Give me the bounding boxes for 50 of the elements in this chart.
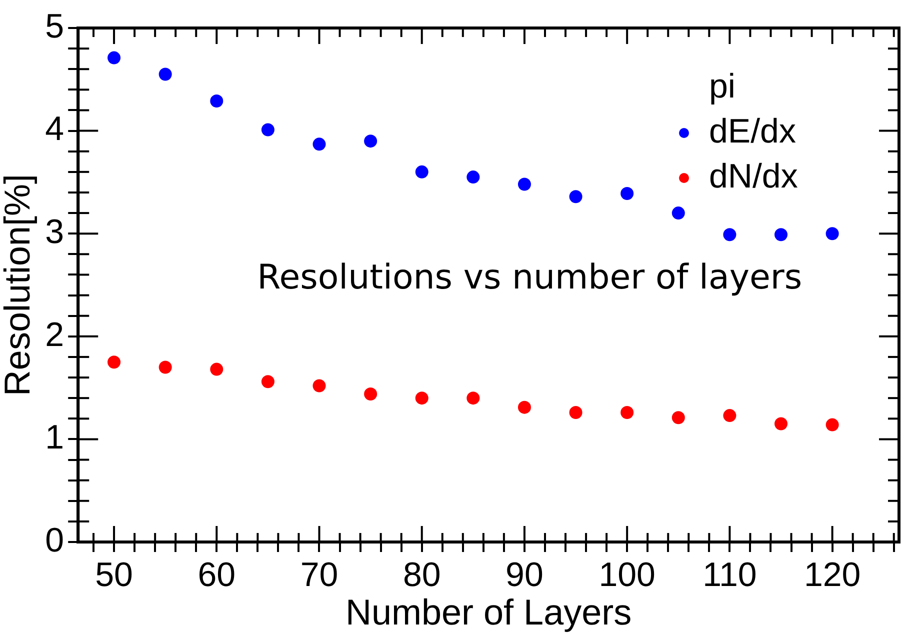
x-tick-label: 100 bbox=[598, 556, 656, 594]
y-axis-title: Resolution[%] bbox=[0, 174, 38, 396]
point bbox=[312, 379, 326, 392]
y-tick-label: 3 bbox=[45, 212, 64, 251]
legend-title: pi bbox=[709, 67, 736, 106]
point bbox=[312, 138, 326, 151]
legend-label: dE/dx bbox=[709, 112, 796, 150]
point bbox=[672, 411, 685, 424]
point bbox=[620, 406, 634, 419]
x-tick-label: 120 bbox=[804, 556, 861, 594]
x-tick-label: 50 bbox=[95, 556, 133, 594]
point bbox=[774, 228, 788, 242]
x-axis-title: Number of Layers bbox=[345, 591, 632, 632]
point bbox=[364, 387, 378, 400]
point bbox=[569, 190, 582, 204]
x-tick-label: 110 bbox=[702, 556, 757, 594]
point bbox=[620, 187, 634, 200]
point bbox=[158, 360, 172, 374]
point bbox=[364, 134, 378, 148]
annotation: Resolutions vs number of layers bbox=[257, 258, 802, 298]
legend-label: dN/dx bbox=[709, 157, 798, 196]
point bbox=[518, 400, 531, 414]
y-tick-label: 5 bbox=[45, 7, 64, 46]
x-tick-label: 90 bbox=[506, 556, 544, 594]
y-tick-label: 1 bbox=[45, 418, 64, 457]
point bbox=[723, 409, 736, 422]
point bbox=[672, 206, 685, 220]
point bbox=[415, 165, 428, 178]
x-tick-label: 80 bbox=[402, 556, 441, 594]
y-tick-label: 0 bbox=[45, 521, 64, 560]
point bbox=[826, 418, 839, 432]
point bbox=[261, 123, 274, 136]
x-tick-label: 60 bbox=[198, 556, 236, 594]
point bbox=[774, 417, 788, 430]
point bbox=[826, 227, 839, 240]
point bbox=[569, 406, 582, 419]
point bbox=[466, 392, 480, 405]
y-tick-label: 4 bbox=[45, 110, 64, 148]
point bbox=[261, 375, 274, 388]
point bbox=[210, 362, 224, 376]
point bbox=[158, 68, 172, 81]
point bbox=[108, 356, 121, 369]
y-tick-label: 2 bbox=[45, 316, 64, 354]
x-tick-label: 70 bbox=[300, 556, 338, 594]
point bbox=[518, 178, 531, 191]
point bbox=[210, 94, 224, 108]
point bbox=[415, 392, 428, 405]
point bbox=[723, 228, 736, 242]
point bbox=[108, 51, 121, 64]
point bbox=[466, 170, 480, 184]
